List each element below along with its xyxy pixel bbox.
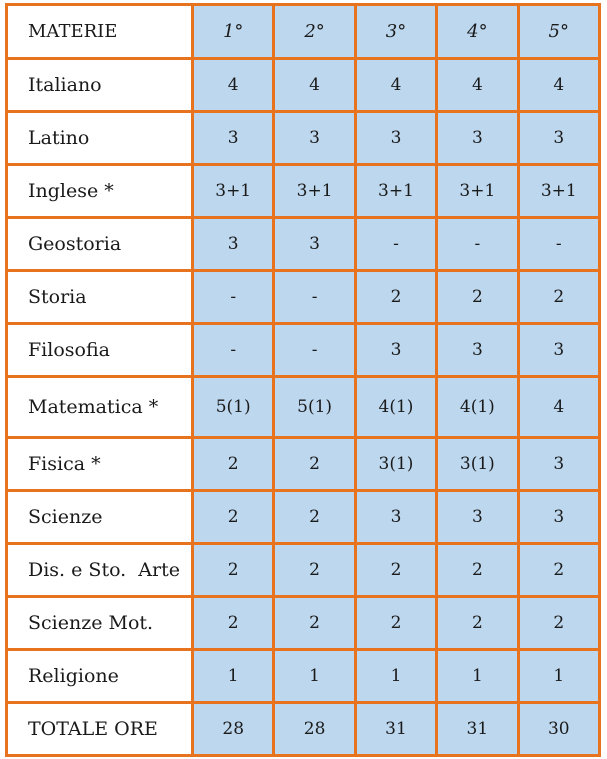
hours-cell: 3 <box>272 110 357 166</box>
subject-name: Latino <box>5 110 194 166</box>
hours-cell: 3+1 <box>272 163 357 219</box>
hours-cell: 1 <box>516 648 602 704</box>
year-header-4: 4° <box>435 3 520 60</box>
table-row: Religione 1 1 1 1 1 <box>5 648 602 704</box>
table-row: Scienze Mot. 2 2 2 2 2 <box>5 595 602 651</box>
table-row: Scienze 2 2 3 3 3 <box>5 489 602 545</box>
hours-cell: 2 <box>272 542 357 598</box>
table-row: Latino 3 3 3 3 3 <box>5 110 602 166</box>
hours-cell: 4 <box>435 57 520 113</box>
hours-cell: 1 <box>353 648 439 704</box>
hours-cell: 2 <box>272 489 357 545</box>
hours-cell: 3 <box>272 216 357 272</box>
hours-cell: 2 <box>190 542 276 598</box>
subject-name: Religione <box>5 648 194 704</box>
hours-cell: 3+1 <box>516 163 602 219</box>
hours-cell: 3 <box>516 110 602 166</box>
table-row: Italiano 4 4 4 4 4 <box>5 57 602 113</box>
hours-cell: - <box>435 216 520 272</box>
hours-cell: - <box>190 269 276 325</box>
year-header-3: 3° <box>353 3 439 60</box>
table-row: Matematica * 5(1) 5(1) 4(1) 4(1) 4 <box>5 375 602 439</box>
year-header-1: 1° <box>190 3 276 60</box>
subject-name: Storia <box>5 269 194 325</box>
table-row: Storia - - 2 2 2 <box>5 269 602 325</box>
table-row: Inglese * 3+1 3+1 3+1 3+1 3+1 <box>5 163 602 219</box>
subject-name: Scienze Mot. <box>5 595 194 651</box>
subject-name: Fisica * <box>5 436 194 492</box>
year-header-2: 2° <box>272 3 357 60</box>
hours-cell: 2 <box>435 542 520 598</box>
hours-cell: - <box>272 269 357 325</box>
year-header-5: 5° <box>516 3 602 60</box>
hours-cell: 3(1) <box>353 436 439 492</box>
hours-cell: 3(1) <box>435 436 520 492</box>
hours-cell: 3+1 <box>435 163 520 219</box>
hours-cell: 3 <box>190 110 276 166</box>
hours-cell: 2 <box>516 595 602 651</box>
hours-cell: 2 <box>516 542 602 598</box>
subject-name: Geostoria <box>5 216 194 272</box>
table-row: Geostoria 3 3 - - - <box>5 216 602 272</box>
hours-cell: 3 <box>353 322 439 378</box>
hours-cell: 4 <box>353 57 439 113</box>
hours-cell: 2 <box>190 595 276 651</box>
hours-cell: 5(1) <box>190 375 276 439</box>
total-hours-cell: 28 <box>272 701 357 757</box>
hours-cell: - <box>353 216 439 272</box>
hours-cell: 4 <box>272 57 357 113</box>
hours-cell: 3+1 <box>353 163 439 219</box>
hours-cell: 3 <box>353 489 439 545</box>
total-hours-row: TOTALE ORE 28 28 31 31 30 <box>5 701 602 757</box>
total-hours-cell: 28 <box>190 701 276 757</box>
hours-cell: 3 <box>353 110 439 166</box>
subject-name: Filosofia <box>5 322 194 378</box>
hours-cell: 3 <box>435 110 520 166</box>
hours-cell: - <box>190 322 276 378</box>
table-header-row: MATERIE 1° 2° 3° 4° 5° <box>5 3 602 60</box>
hours-cell: 2 <box>353 595 439 651</box>
hours-cell: 5(1) <box>272 375 357 439</box>
hours-cell: 2 <box>190 436 276 492</box>
subject-name: Dis. e Sto. Arte <box>5 542 194 598</box>
hours-cell: 1 <box>272 648 357 704</box>
hours-cell: 4(1) <box>353 375 439 439</box>
subject-name: Inglese * <box>5 163 194 219</box>
total-hours-cell: 31 <box>353 701 439 757</box>
total-hours-label: TOTALE ORE <box>5 701 194 757</box>
total-hours-cell: 31 <box>435 701 520 757</box>
hours-cell: 4 <box>516 375 602 439</box>
hours-cell: 1 <box>190 648 276 704</box>
hours-cell: - <box>272 322 357 378</box>
hours-cell: - <box>516 216 602 272</box>
hours-cell: 4 <box>516 57 602 113</box>
hours-cell: 4(1) <box>435 375 520 439</box>
hours-cell: 2 <box>516 269 602 325</box>
table-row: Fisica * 2 2 3(1) 3(1) 3 <box>5 436 602 492</box>
hours-cell: 2 <box>353 269 439 325</box>
table-row: Dis. e Sto. Arte 2 2 2 2 2 <box>5 542 602 598</box>
hours-cell: 3 <box>435 489 520 545</box>
subjects-column-header: MATERIE <box>5 3 194 60</box>
subject-name: Matematica * <box>5 375 194 439</box>
total-hours-cell: 30 <box>516 701 602 757</box>
hours-cell: 3+1 <box>190 163 276 219</box>
table-row: Filosofia - - 3 3 3 <box>5 322 602 378</box>
hours-cell: 3 <box>516 322 602 378</box>
subject-name: Italiano <box>5 57 194 113</box>
hours-cell: 2 <box>353 542 439 598</box>
hours-cell: 3 <box>435 322 520 378</box>
hours-cell: 2 <box>272 436 357 492</box>
subject-name: Scienze <box>5 489 194 545</box>
hours-cell: 2 <box>190 489 276 545</box>
hours-cell: 3 <box>516 436 602 492</box>
hours-cell: 1 <box>435 648 520 704</box>
hours-cell: 4 <box>190 57 276 113</box>
hours-cell: 2 <box>435 595 520 651</box>
weekly-hours-table: MATERIE 1° 2° 3° 4° 5° Italiano 4 4 4 4 … <box>5 3 602 757</box>
hours-cell: 2 <box>435 269 520 325</box>
hours-cell: 3 <box>190 216 276 272</box>
hours-cell: 2 <box>272 595 357 651</box>
hours-cell: 3 <box>516 489 602 545</box>
